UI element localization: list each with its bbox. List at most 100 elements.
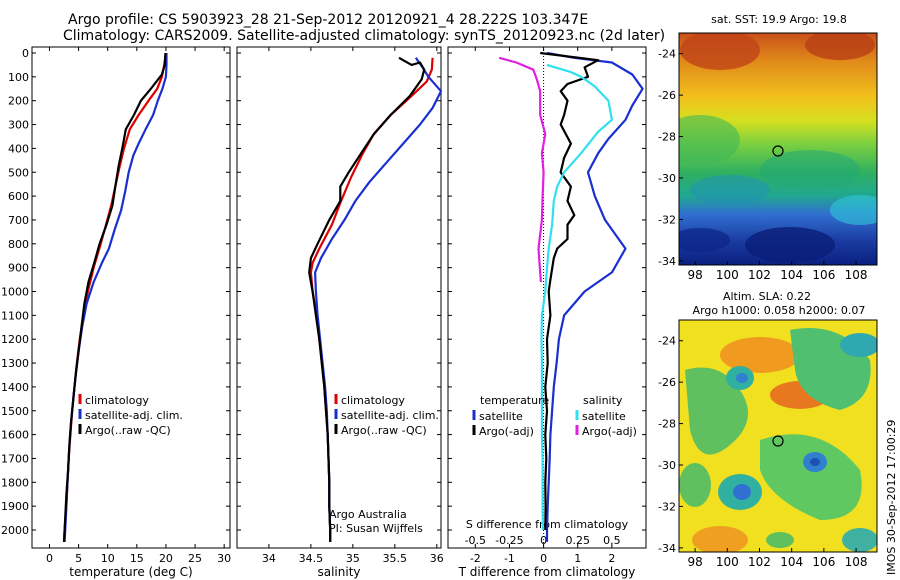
x-tick-label: 10 [101,552,115,565]
depth-tick-label: 1100 [1,309,29,322]
x-tick-label: 2 [608,552,615,565]
series-line-difference-satellite [545,51,644,542]
figure-title-line-1: Argo profile: CS 5903923_28 21-Sep-2012 … [68,12,589,28]
x-tick-label: 36 [430,552,444,565]
plot-frame-difference [447,46,647,549]
map-lat-label: -24 [658,48,676,61]
depth-tick-label: 1600 [1,429,29,442]
annotation-line: PI: Susan Wijffels [329,522,423,535]
x-axis-label-difference: T difference from climatology [458,565,636,579]
legend-entry: satellite-adj. clim. [341,409,439,422]
legend-entry: climatology [85,394,149,407]
annotation-line: Argo Australia [329,508,407,521]
map-lon-label: 98 [687,268,702,282]
x-axis-label-salinity: salinity [317,565,360,579]
sst-map [679,33,877,265]
sla-map [679,320,877,552]
map-lat-label: -34 [658,255,676,268]
x-tick-label: 35 [346,552,360,565]
s-tick-label: -0.25 [495,534,523,547]
x-tick-label: -2 [470,552,481,565]
map-title-sst: sat. SST: 19.9 Argo: 19.8 [711,13,847,26]
s-tick-label: 0.5 [603,534,621,547]
depth-tick-label: 1200 [1,333,29,346]
map-lon-label: 100 [716,555,739,569]
figure-title-line-2: Climatology: CARS2009. Satellite-adjuste… [63,28,666,44]
x-tick-label: 35.5 [383,552,408,565]
x-tick-label: 34 [262,552,276,565]
depth-tick-label: 1000 [1,286,29,299]
map-lat-label: -24 [658,335,676,348]
series-line-temperature-argorawqc [62,52,167,542]
s-tick-label: -0.5 [465,534,486,547]
map-lat-label: -26 [658,376,676,389]
depth-tick-label: 400 [8,142,29,155]
map-lat-label: -26 [658,89,676,102]
depth-tick-label: 900 [8,262,29,275]
s-tick-label: 0.25 [565,534,590,547]
x-tick-label: 0 [540,552,547,565]
x-tick-label: 25 [188,552,202,565]
depth-tick-label: 1700 [1,452,29,465]
depth-tick-label: 600 [8,190,29,203]
legend-entry: satellite [479,410,523,423]
legend-entry: satellite-adj. clim. [85,409,183,422]
x-tick-label: 0 [46,552,53,565]
depth-tick-label: 1800 [1,476,29,489]
argo-location-marker-sst [772,145,784,157]
series-line-difference-argoadj [540,51,600,531]
map-lat-label: -34 [658,542,676,555]
argo-location-marker-sla [772,435,784,447]
legend-entry: satellite [582,410,626,423]
map-title-sla-line1: Altim. SLA: 0.22 [723,290,811,303]
plot-frame-temperature [31,46,231,549]
depth-tick-label: 100 [8,71,29,84]
legend-entry: Argo(-adj) [479,425,534,438]
depth-tick-label: 1400 [1,381,29,394]
map-lon-label: 104 [780,555,803,569]
x-tick-label: 5 [75,552,82,565]
map-lon-label: 102 [748,555,771,569]
x-tick-label: 15 [130,552,144,565]
depth-tick-label: 1500 [1,405,29,418]
map-lon-label: 106 [812,555,835,569]
series-line-difference-satellite [540,63,614,531]
side-timestamp-label: IMOS 30-Sep-2012 17:00:29 [885,419,898,575]
map-lon-label: 104 [780,268,803,282]
depth-tick-label: 200 [8,95,29,108]
x-tick-label: 34.5 [299,552,324,565]
map-lat-label: -32 [658,500,676,513]
depth-tick-label: 500 [8,166,29,179]
legend-entry: climatology [341,394,405,407]
legend-title-temperature: temperature [480,394,549,407]
map-lat-label: -32 [658,213,676,226]
map-title-sla-line2: Argo h1000: 0.058 h2000: 0.07 [693,304,866,317]
depth-tick-label: 800 [8,238,29,251]
depth-tick-label: 0 [22,47,29,60]
x-tick-label: 20 [159,552,173,565]
map-lon-label: 108 [845,268,868,282]
depth-tick-label: 300 [8,119,29,132]
legend-entry: Argo(-adj) [582,425,637,438]
depth-tick-label: 2000 [1,524,29,537]
x-tick-label: -1 [504,552,515,565]
depth-tick-label: 700 [8,214,29,227]
depth-tick-label: 1300 [1,357,29,370]
depth-tick-label: 1900 [1,500,29,513]
map-lon-label: 100 [716,268,739,282]
map-lat-label: -28 [658,131,676,144]
x-tick-label: 30 [217,552,231,565]
map-lon-label: 106 [812,268,835,282]
map-lon-label: 98 [687,555,702,569]
legend-title-salinity: salinity [583,394,623,407]
series-line-difference-argoadj [498,56,547,283]
plot-frame-salinity [236,46,442,549]
map-lon-label: 102 [748,268,771,282]
legend-entry: Argo(..raw -QC) [341,424,427,437]
s-tick-label: 0 [540,534,547,547]
map-lon-label: 108 [845,555,868,569]
map-lat-label: -30 [658,459,676,472]
map-lat-label: -28 [658,418,676,431]
series-line-salinity-argorawqc [308,56,426,542]
